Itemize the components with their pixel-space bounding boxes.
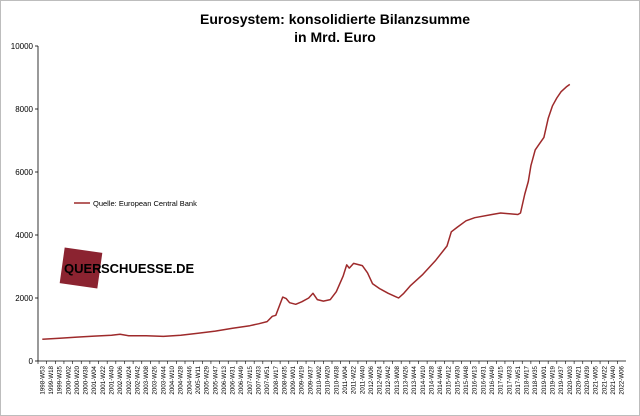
x-tick-label: 2008-W17 [273, 365, 280, 394]
x-tick-label: 2017-W51 [515, 365, 522, 394]
legend-label: Quelle: European Central Bank [93, 199, 197, 208]
x-tick-label: 2021-W22 [601, 365, 608, 394]
x-tick-label: 2019-W37 [558, 365, 565, 394]
x-tick-label: 1998-W53 [39, 365, 46, 394]
x-tick-label: 2002-W24 [126, 365, 133, 394]
chart-title-line-2: in Mrd. Euro [294, 29, 376, 45]
x-tick-label: 2001-W04 [91, 365, 98, 394]
x-tick-label: 2010-W02 [316, 365, 323, 394]
x-tick-label: 2019-W19 [550, 365, 557, 394]
x-tick-label: 2009-W37 [307, 365, 314, 394]
x-tick-label: 2011-W04 [342, 365, 349, 394]
x-tick-label: 2022-W06 [619, 365, 626, 394]
x-tick-label: 2004-W28 [178, 365, 185, 394]
series-line-bilanzsumme [42, 83, 571, 341]
x-tick-label: 2009-W01 [290, 365, 297, 394]
x-tick-label: 2013-W26 [403, 365, 410, 394]
x-tick-label: 2012-W42 [385, 365, 392, 394]
x-tick-label: 2018-W35 [532, 365, 539, 394]
x-tick-label: 2019-W01 [541, 365, 548, 394]
x-tick-label: 2016-W13 [472, 365, 479, 394]
y-tick-label: 8000 [15, 105, 33, 114]
x-tick-label: 2006-W13 [221, 365, 228, 394]
x-tick-label: 2003-W44 [160, 365, 167, 394]
y-tick-label: 0 [29, 357, 34, 366]
x-tick-label: 2002-W42 [134, 365, 141, 394]
x-tick-label: 2014-W46 [437, 365, 444, 394]
x-tick-label: 2016-W31 [480, 365, 487, 394]
x-tick-label: 2005-W47 [212, 365, 219, 394]
x-tick-label: 2004-W46 [186, 365, 193, 394]
x-tick-label: 2003-W26 [152, 365, 159, 394]
x-tick-label: 2000-W38 [83, 365, 90, 394]
x-tick-label: 2015-W12 [446, 365, 453, 394]
x-tick-label: 2017-W15 [498, 365, 505, 394]
y-tick-label: 10000 [11, 42, 34, 51]
x-tick-label: 2000-W20 [74, 365, 81, 394]
x-tick-label: 2021-W05 [593, 365, 600, 394]
x-tick-label: 2021-W40 [610, 365, 617, 394]
x-tick-label: 2007-W51 [264, 365, 271, 394]
x-tick-label: 1999-W18 [48, 365, 55, 394]
y-tick-label: 6000 [15, 168, 33, 177]
x-tick-label: 2020-W39 [584, 365, 591, 394]
x-tick-label: 2017-W33 [506, 365, 513, 394]
x-tick-label: 2010-W38 [333, 365, 340, 394]
x-tick-label: 2013-W44 [411, 365, 418, 394]
x-tick-label: 2015-W48 [463, 365, 470, 394]
x-tick-label: 2005-W29 [204, 365, 211, 394]
x-tick-label: 2018-W17 [524, 365, 531, 394]
x-tick-label: 2002-W06 [117, 365, 124, 394]
watermark-logo-square [59, 247, 103, 289]
x-tick-label: 2014-W28 [428, 365, 435, 394]
x-tick-label: 2012-W24 [377, 365, 384, 394]
x-tick-label: 2001-W40 [109, 365, 116, 394]
x-tick-label: 2007-W33 [256, 365, 263, 394]
x-tick-label: 2015-W30 [454, 365, 461, 394]
x-tick-label: 2007-W15 [247, 365, 254, 394]
watermark-text-part2: SCHUESSE.DE [101, 261, 195, 276]
x-tick-label: 2011-W22 [351, 365, 358, 394]
x-tick-label: 2003-W08 [143, 365, 150, 394]
x-tick-label: 2008-W35 [281, 365, 288, 394]
x-axis-ticks: 1998-W53 1999-W18 1999-W35 2000-W02 2000-W20… [37, 361, 626, 395]
watermark-text-part1: QUER [64, 261, 102, 276]
x-tick-label: 2006-W31 [230, 365, 237, 394]
x-tick-label: 2006-W49 [238, 365, 245, 394]
legend: Quelle: European Central Bank [74, 199, 197, 208]
x-tick-label: 2016-W49 [489, 365, 496, 394]
x-tick-label: 2014-W10 [420, 365, 427, 394]
x-tick-label: 2012-W06 [368, 365, 375, 394]
x-tick-label: 2020-W21 [575, 365, 582, 394]
x-tick-label: 1999-W35 [57, 365, 64, 394]
x-tick-label: 2004-W10 [169, 365, 176, 394]
x-tick-label: 2005-W11 [195, 365, 202, 394]
y-axis-ticks: 0 2000 4000 6000 8000 10000 [11, 42, 38, 366]
watermark-logo: QUER SCHUESSE.DE [59, 247, 195, 289]
x-tick-label: 2020-W03 [567, 365, 574, 394]
x-tick-label: 2013-W08 [394, 365, 401, 394]
y-tick-label: 2000 [15, 294, 33, 303]
x-tick-label: 2010-W20 [325, 365, 332, 394]
x-tick-label: 2009-W19 [299, 365, 306, 394]
chart-title-line-1: Eurosystem: konsolidierte Bilanzsumme [200, 11, 470, 27]
x-tick-label: 2011-W40 [359, 365, 366, 394]
x-tick-label: 2000-W02 [65, 365, 72, 394]
y-tick-label: 4000 [15, 231, 33, 240]
x-tick-label: 2001-W22 [100, 365, 107, 394]
